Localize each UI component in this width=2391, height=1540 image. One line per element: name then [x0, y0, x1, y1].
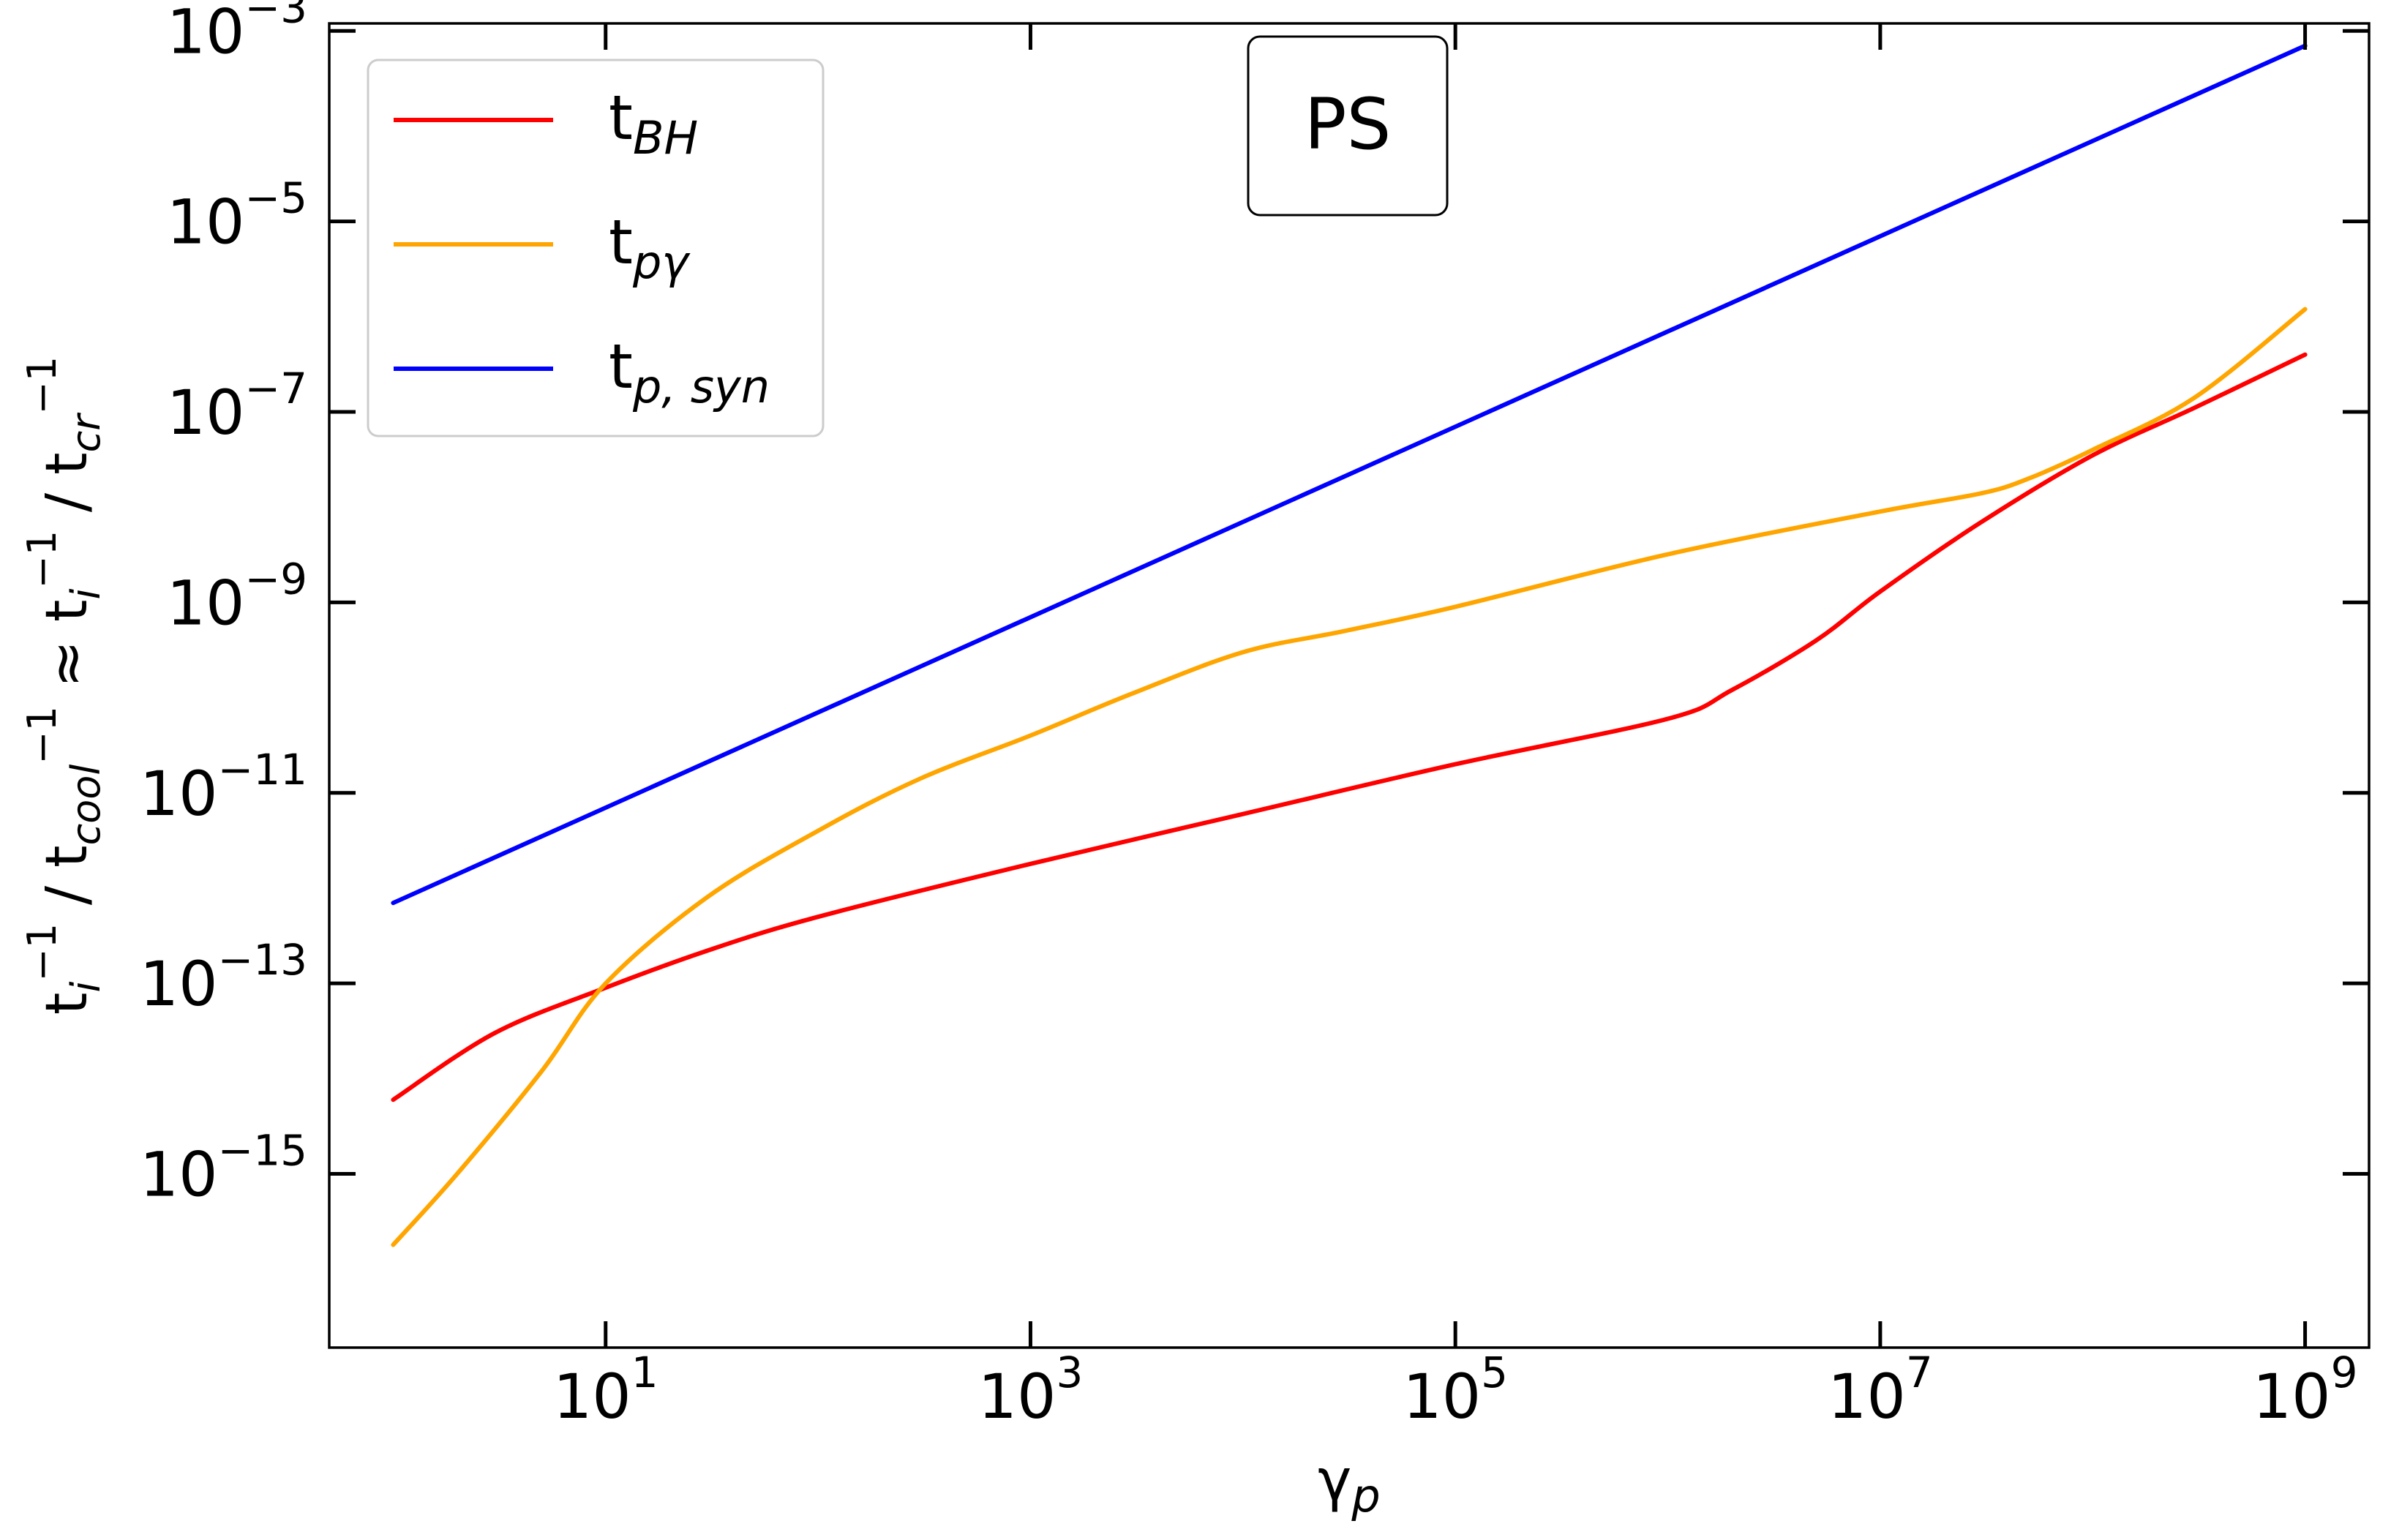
series-line-1 — [391, 307, 2308, 1247]
y-tick-labels: 10−15 10−13 10−11 10−9 10−7 10−5 10−3 — [140, 0, 307, 1211]
legend-label-1: tpγ — [609, 206, 691, 289]
legend: tBH tpγ tp, syn — [367, 59, 825, 437]
series-line-0 — [391, 352, 2308, 1103]
x-tick-label-4: 109 — [2253, 1348, 2358, 1432]
plot-frame — [328, 22, 2371, 1349]
legend-label-0: tBH — [609, 82, 698, 165]
y-tick-label-5: 10−5 — [167, 173, 307, 258]
annotation-frame — [1247, 35, 1449, 217]
y-tick-label-4: 10−7 — [167, 364, 307, 448]
annotation-box: PS — [1247, 35, 1449, 217]
annotation-label: PS — [1305, 83, 1392, 165]
series-line-2 — [391, 43, 2308, 906]
axis-ticks — [329, 23, 2369, 1348]
y-tick-label-3: 10−9 — [167, 554, 307, 639]
legend-frame — [367, 59, 825, 437]
x-tick-label-0: 101 — [553, 1348, 658, 1432]
plot-lines — [391, 43, 2308, 1247]
legend-label-2: tp, syn — [609, 331, 770, 413]
y-tick-label-2: 10−11 — [140, 745, 307, 830]
x-tick-label-3: 107 — [1828, 1348, 1933, 1432]
y-axis-label: ti−1 / tcool−1 ≈ ti−1 / tcr−1 — [19, 356, 109, 1015]
x-axis-label: γp — [1318, 1448, 1381, 1522]
x-tick-labels: 101 103 105 107 109 — [553, 1348, 2358, 1432]
x-axis-label-sub: p — [1351, 1469, 1380, 1522]
x-tick-label-2: 105 — [1403, 1348, 1508, 1432]
y-tick-label-6: 10−3 — [167, 0, 307, 67]
x-axis-label-base: γ — [1318, 1448, 1351, 1514]
y-tick-label-1: 10−13 — [140, 935, 307, 1020]
x-tick-label-1: 103 — [978, 1348, 1084, 1432]
y-tick-label-0: 10−15 — [140, 1126, 307, 1211]
